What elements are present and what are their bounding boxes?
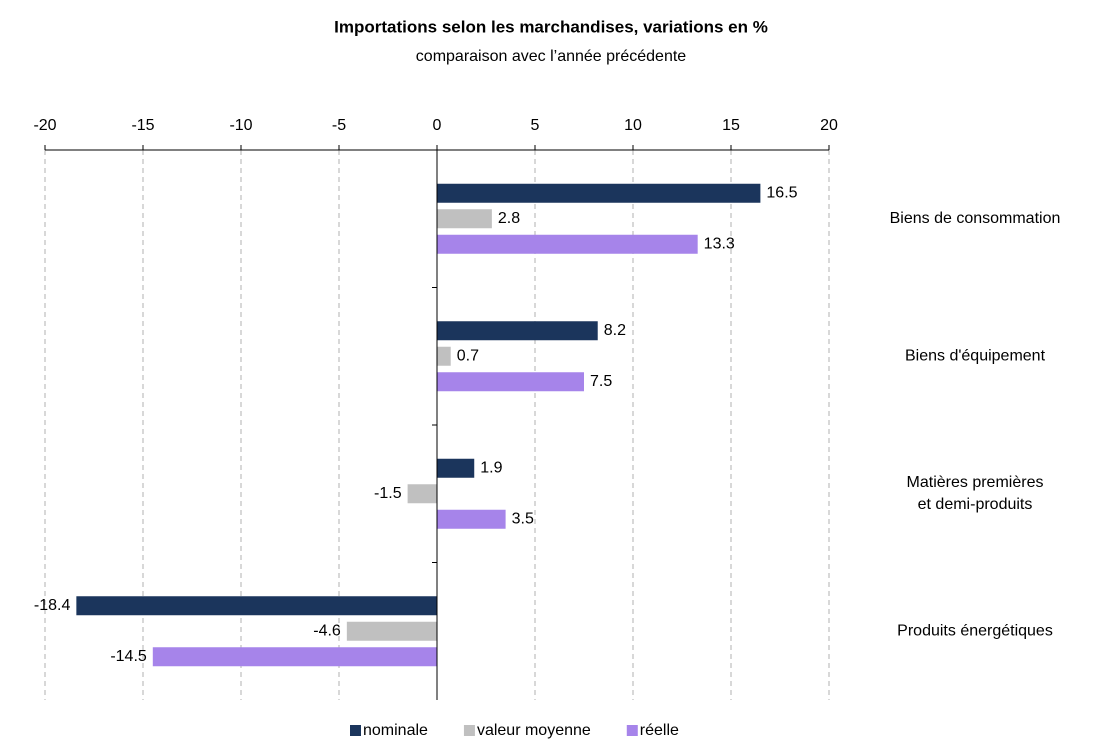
value-label: 8.2 bbox=[604, 322, 626, 339]
bar bbox=[152, 647, 438, 667]
category-label: Produits énergétiques bbox=[897, 622, 1053, 639]
bar bbox=[407, 484, 437, 504]
x-tick-label: 20 bbox=[820, 117, 838, 134]
chart-title: Importations selon les marchandises, var… bbox=[334, 17, 768, 36]
legend-label: réelle bbox=[640, 722, 679, 739]
value-label: 0.7 bbox=[457, 347, 479, 364]
legend-swatch bbox=[626, 725, 638, 736]
category-label: Biens de consommation bbox=[890, 210, 1061, 227]
category-line: Biens de consommation bbox=[890, 210, 1061, 227]
bar bbox=[437, 321, 598, 341]
category-line: Matières premières bbox=[907, 474, 1044, 491]
chart-subtitle: comparaison avec l’année précédente bbox=[416, 48, 687, 65]
bar bbox=[437, 509, 506, 529]
bar bbox=[437, 372, 584, 392]
x-tick-label: 0 bbox=[433, 117, 442, 134]
value-label: 13.3 bbox=[704, 235, 735, 252]
x-tick-label: 15 bbox=[722, 117, 740, 134]
value-label: 1.9 bbox=[480, 459, 502, 476]
value-label: -1.5 bbox=[374, 485, 402, 502]
bar bbox=[346, 621, 437, 641]
bar bbox=[437, 346, 451, 366]
value-label: 7.5 bbox=[590, 373, 612, 390]
category-label: Biens d'équipement bbox=[905, 347, 1046, 364]
category-line: Biens d'équipement bbox=[905, 347, 1046, 364]
legend-label: valeur moyenne bbox=[477, 722, 591, 739]
x-tick-label: 5 bbox=[531, 117, 540, 134]
value-label: -14.5 bbox=[110, 648, 147, 665]
bar bbox=[437, 458, 475, 478]
value-label: -18.4 bbox=[34, 597, 71, 614]
legend-swatch bbox=[463, 725, 475, 736]
x-tick-label: -10 bbox=[229, 117, 252, 134]
category-label: Matières premières et demi-produits bbox=[907, 474, 1044, 513]
legend-swatch bbox=[350, 725, 361, 736]
legend-label: nominale bbox=[363, 722, 428, 739]
bar bbox=[437, 234, 698, 254]
category-line: Produits énergétiques bbox=[897, 622, 1053, 639]
x-tick-label: -5 bbox=[332, 117, 346, 134]
value-label: -4.6 bbox=[313, 622, 341, 639]
value-label: 3.5 bbox=[512, 510, 534, 527]
bar bbox=[437, 209, 492, 229]
bar bbox=[437, 183, 761, 203]
bar bbox=[76, 596, 438, 616]
x-tick-label: 10 bbox=[624, 117, 642, 134]
x-tick-label: -20 bbox=[33, 117, 56, 134]
category-line: et demi-produits bbox=[918, 496, 1033, 513]
x-tick-label: -15 bbox=[131, 117, 154, 134]
value-label: 2.8 bbox=[498, 210, 520, 227]
value-label: 16.5 bbox=[766, 184, 797, 201]
